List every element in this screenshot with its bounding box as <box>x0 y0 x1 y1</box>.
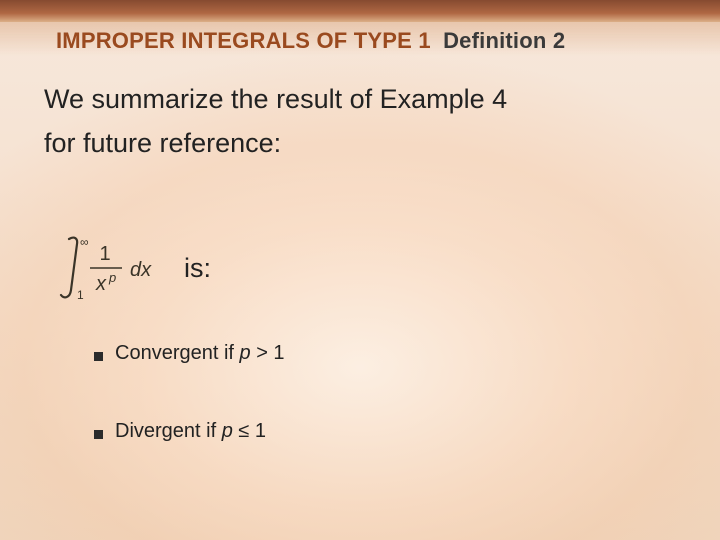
bullet-divergent: Divergent if p ≤ 1 <box>94 420 266 443</box>
bullet-var: p <box>222 420 233 442</box>
integral-upper-limit: ∞ <box>80 235 89 249</box>
bullet-var: p <box>240 342 251 364</box>
bullet-marker-icon <box>94 430 103 439</box>
integral-denominator-exponent: p <box>108 270 116 285</box>
heading-part-1: IMPROPER INTEGRALS OF TYPE 1 <box>56 28 431 53</box>
integral-expression: ∞ 1 1 x p dx <box>50 232 170 304</box>
bullet-relation: > 1 <box>251 342 285 364</box>
bullet-marker-icon <box>94 352 103 361</box>
body-line-1: We summarize the result of Example 4 <box>44 84 507 115</box>
bullet-text: Divergent if p ≤ 1 <box>115 420 266 443</box>
slide: IMPROPER INTEGRALS OF TYPE 1 Definition … <box>0 0 720 540</box>
integral-numerator: 1 <box>99 243 110 265</box>
integral-sign-icon <box>61 238 77 298</box>
integral-denominator-base: x <box>95 273 107 295</box>
bullet-convergent: Convergent if p > 1 <box>94 342 285 365</box>
bullet-relation: ≤ 1 <box>233 420 266 442</box>
integral-row: ∞ 1 1 x p dx is: <box>50 232 211 304</box>
bullet-prefix: Convergent if <box>115 342 240 364</box>
top-gradient-band <box>0 0 720 22</box>
bullet-text: Convergent if p > 1 <box>115 342 285 365</box>
slide-heading: IMPROPER INTEGRALS OF TYPE 1 Definition … <box>56 28 565 54</box>
body-line-2: for future reference: <box>44 128 281 159</box>
integral-trailing-label: is: <box>184 253 211 284</box>
integral-differential: dx <box>130 259 152 281</box>
heading-part-2: Definition 2 <box>443 28 565 53</box>
integral-lower-limit: 1 <box>77 288 84 302</box>
bullet-prefix: Divergent if <box>115 420 222 442</box>
